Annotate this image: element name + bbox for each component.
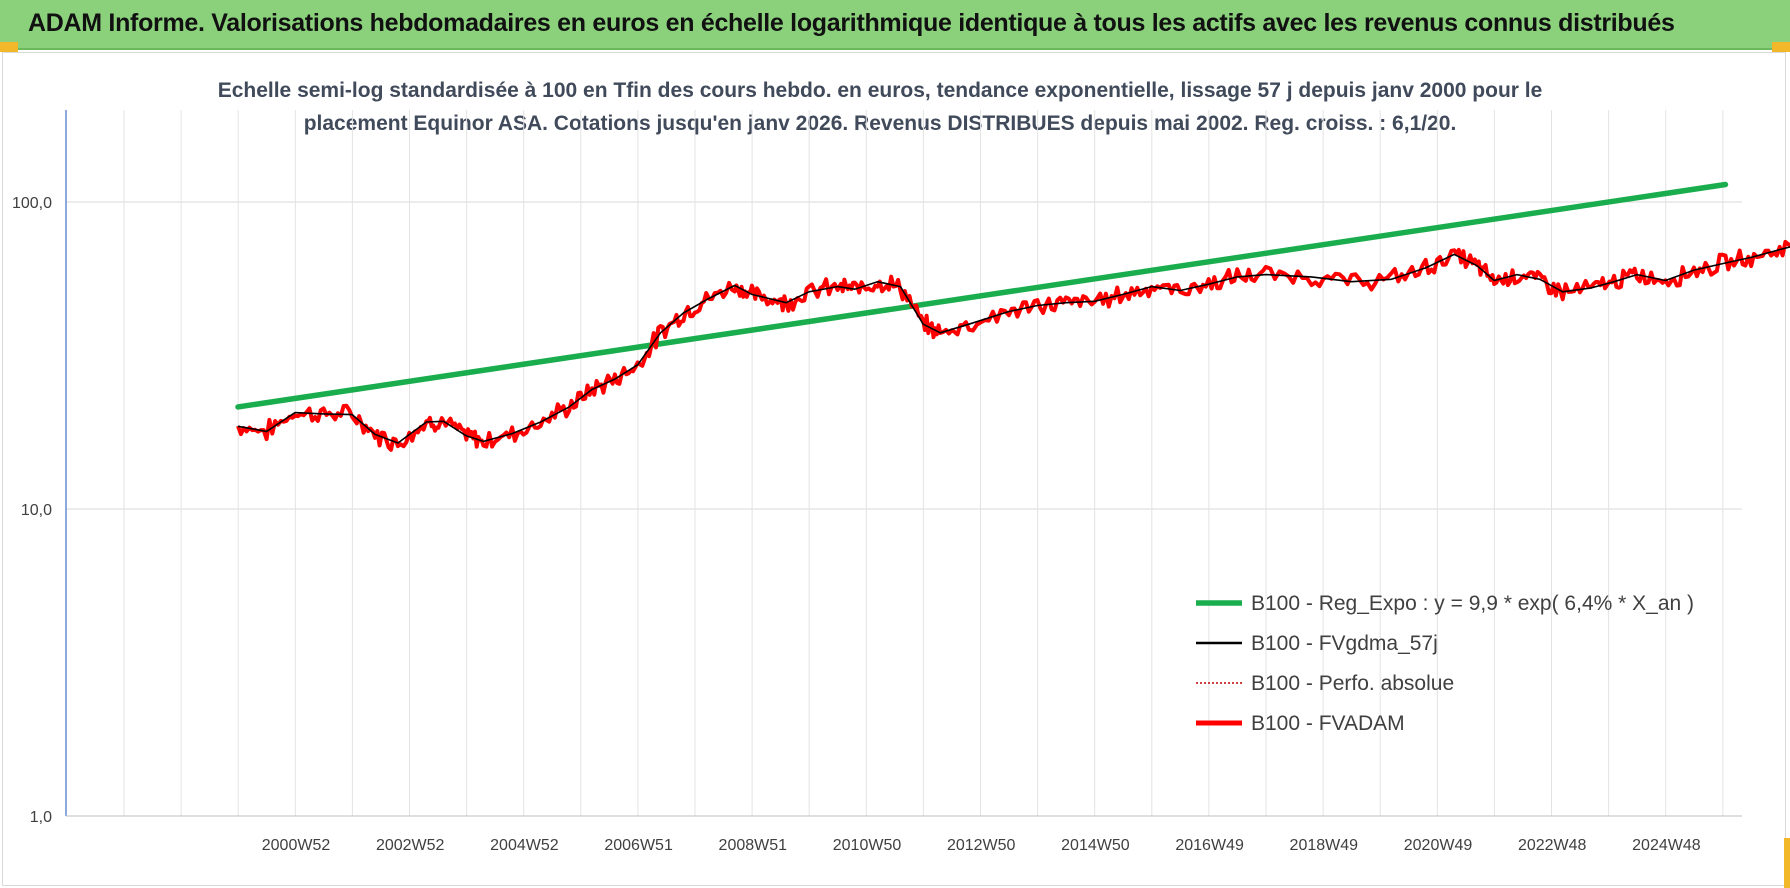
chart-series [235, 181, 1790, 452]
corner-mark-right [1772, 42, 1790, 52]
x-axis-ticks: 2000W52 2002W52 2004W52 2006W51 2008W51 2010W… [262, 837, 1701, 854]
legend-item-reg-expo: B100 - Reg_Expo : y = 9,9 * exp( 6,4% * … [1251, 592, 1694, 615]
legend-item-fvadam: B100 - FVADAM [1251, 712, 1405, 735]
legend-item-fvgdma: B100 - FVgdma_57j [1251, 632, 1438, 655]
corner-mark-left [0, 42, 18, 52]
y-axis-ticks: 1,0 10,0 100,0 [12, 195, 52, 826]
x-tick-label: 2012W50 [947, 837, 1016, 854]
x-tick-label: 2024W48 [1632, 837, 1701, 854]
corner-mark-bottom-right [1784, 838, 1790, 888]
chart-legend: B100 - Reg_Expo : y = 9,9 * exp( 6,4% * … [1196, 592, 1694, 735]
x-tick-label: 2022W48 [1518, 837, 1587, 854]
chart-axes [65, 110, 1742, 817]
chart-title-line-2: placement Equinor ASA. Cotations jusqu'e… [303, 112, 1457, 135]
chart-title-line-1: Echelle semi-log standardisée à 100 en T… [217, 79, 1543, 102]
y-tick-label: 10,0 [21, 502, 52, 519]
x-tick-label: 2018W49 [1290, 837, 1359, 854]
x-tick-label: 2002W52 [376, 837, 445, 854]
x-tick-label: 2020W49 [1404, 837, 1473, 854]
chart-frame [2, 52, 1786, 886]
x-tick-label: 2008W51 [719, 837, 788, 854]
chart-title: Echelle semi-log standardisée à 100 en T… [60, 74, 1700, 140]
chart-grid [66, 110, 1742, 816]
x-tick-label: 2016W49 [1175, 837, 1244, 854]
legend-item-perfo-absolue: B100 - Perfo. absolue [1251, 672, 1454, 695]
x-tick-label: 2014W50 [1061, 837, 1130, 854]
y-tick-label: 1,0 [30, 809, 52, 826]
fvadam-line [236, 239, 1790, 452]
reg-expo-line [235, 181, 1729, 410]
report-banner: ADAM Informe. Valorisations hebdomadaire… [0, 0, 1790, 50]
y-tick-label: 100,0 [12, 195, 52, 212]
fvgdma-line [237, 246, 1790, 444]
x-tick-label: 2004W52 [490, 837, 559, 854]
report-title: ADAM Informe. Valorisations hebdomadaire… [28, 9, 1675, 37]
x-tick-label: 2006W51 [604, 837, 673, 854]
x-tick-label: 2000W52 [262, 837, 331, 854]
x-tick-label: 2010W50 [833, 837, 902, 854]
